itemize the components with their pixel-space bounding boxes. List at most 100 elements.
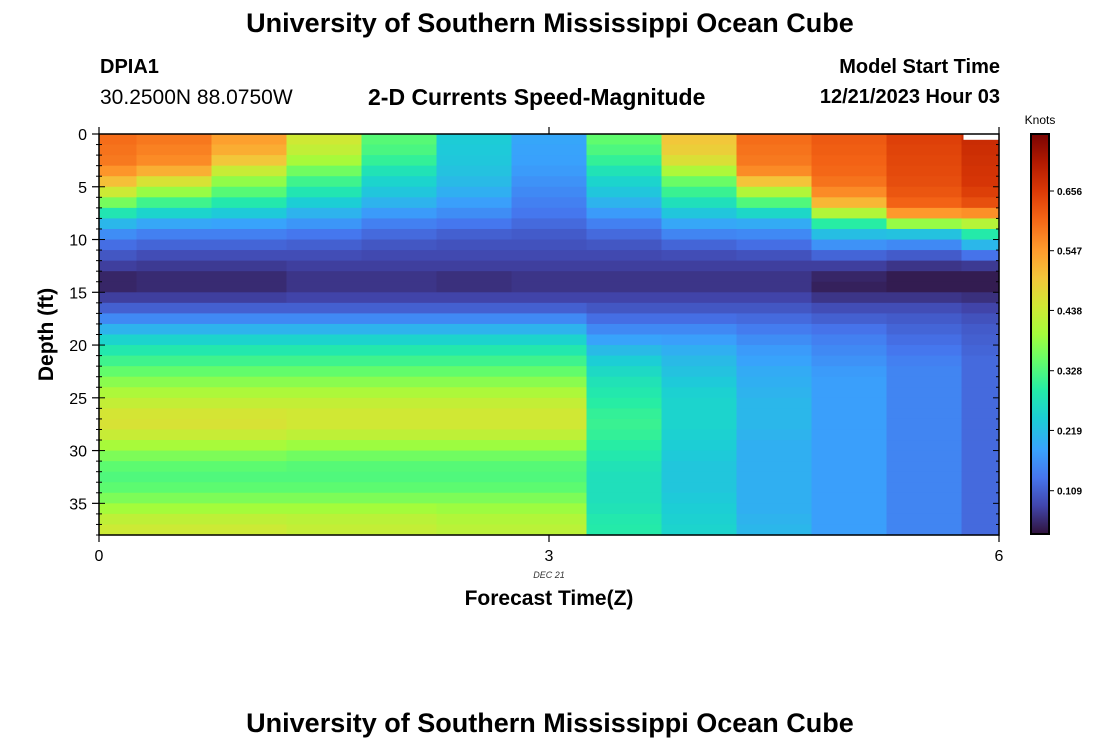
heatmap-cell bbox=[361, 471, 438, 483]
heatmap-cell bbox=[436, 134, 513, 146]
heatmap-cell bbox=[811, 207, 888, 220]
heatmap-cell bbox=[511, 197, 588, 209]
heatmap-cell bbox=[811, 197, 888, 209]
heatmap-cell bbox=[586, 144, 663, 156]
y-tick-label: 5 bbox=[78, 180, 87, 197]
heatmap-cell bbox=[511, 144, 588, 156]
heatmap-cell bbox=[286, 482, 363, 494]
heatmap-cell bbox=[286, 197, 363, 209]
heatmap-cell bbox=[961, 323, 1000, 336]
heatmap-cell bbox=[736, 461, 813, 473]
heatmap-cell bbox=[436, 250, 513, 262]
heatmap-cell bbox=[136, 524, 213, 536]
heatmap-cell bbox=[736, 250, 813, 262]
heatmap-cell bbox=[211, 250, 288, 262]
heatmap-cell bbox=[736, 271, 813, 283]
heatmap-cell bbox=[886, 155, 963, 167]
heatmap-cell bbox=[211, 376, 288, 388]
heatmap-cell bbox=[286, 207, 363, 220]
missing-data-gap bbox=[963, 134, 999, 140]
heatmap-cell bbox=[136, 397, 213, 409]
y-tick-label: 25 bbox=[69, 391, 87, 408]
heatmap-cell bbox=[211, 134, 288, 146]
heatmap-cell bbox=[961, 366, 1000, 378]
heatmap-cell bbox=[436, 513, 513, 526]
heatmap-cell bbox=[811, 239, 888, 251]
heatmap-cell bbox=[286, 323, 363, 336]
heatmap-cell bbox=[361, 218, 438, 230]
heatmap-cell bbox=[211, 218, 288, 230]
heatmap-cell bbox=[99, 461, 138, 473]
heatmap-cell bbox=[661, 345, 738, 357]
heatmap-cell bbox=[811, 471, 888, 483]
heatmap-cell bbox=[136, 513, 213, 526]
heatmap-cell bbox=[361, 260, 438, 272]
heatmap-cell bbox=[511, 239, 588, 251]
heatmap-cell bbox=[736, 197, 813, 209]
heatmap-cell bbox=[286, 376, 363, 388]
heatmap-cell bbox=[886, 323, 963, 336]
heatmap-cell bbox=[736, 292, 813, 304]
heatmap-cell bbox=[511, 292, 588, 304]
heatmap-cell bbox=[736, 281, 813, 293]
heatmap-cell bbox=[961, 197, 1000, 209]
heatmap-cell bbox=[361, 440, 438, 452]
heatmap-cell bbox=[361, 281, 438, 293]
heatmap-cell bbox=[811, 355, 888, 367]
heatmap-cell bbox=[286, 345, 363, 357]
heatmap-cell bbox=[586, 281, 663, 293]
heatmap-cell bbox=[586, 155, 663, 167]
heatmap-cell bbox=[436, 334, 513, 346]
heatmap-cell bbox=[211, 366, 288, 378]
heatmap-cell bbox=[511, 134, 588, 146]
heatmap-cell bbox=[736, 418, 813, 431]
heatmap-cell bbox=[211, 165, 288, 177]
heatmap-cell bbox=[136, 260, 213, 272]
heatmap-cell bbox=[436, 345, 513, 357]
heatmap-cell bbox=[511, 260, 588, 272]
heatmap-cell bbox=[961, 503, 1000, 515]
heatmap-cell bbox=[661, 461, 738, 473]
heatmap-cell bbox=[436, 376, 513, 388]
heatmap-cell bbox=[286, 387, 363, 399]
heatmap-cell bbox=[136, 250, 213, 262]
heatmap-cell bbox=[136, 376, 213, 388]
y-tick-label: 30 bbox=[69, 444, 87, 461]
heatmap-cell bbox=[99, 218, 138, 230]
heatmap-cell bbox=[286, 144, 363, 156]
heatmap-cell bbox=[961, 418, 1000, 431]
heatmap-cell bbox=[961, 218, 1000, 230]
heatmap-cell bbox=[361, 207, 438, 220]
heatmap-cell bbox=[961, 207, 1000, 220]
heatmap-cell bbox=[99, 134, 138, 146]
heatmap-cell bbox=[361, 155, 438, 167]
heatmap-cell bbox=[99, 144, 138, 156]
heatmap-cell bbox=[511, 397, 588, 409]
heatmap-cell bbox=[961, 176, 1000, 188]
heatmap-cell bbox=[436, 503, 513, 515]
heatmap-cell bbox=[886, 250, 963, 262]
heatmap-cell bbox=[886, 450, 963, 462]
heatmap-cell bbox=[211, 176, 288, 188]
heatmap-cell bbox=[811, 429, 888, 441]
heatmap-cell bbox=[886, 197, 963, 209]
heatmap-cell bbox=[811, 408, 888, 420]
heatmap-cell bbox=[586, 503, 663, 515]
heatmap-cell bbox=[211, 418, 288, 431]
heatmap-cell bbox=[136, 281, 213, 293]
heatmap-cell bbox=[661, 218, 738, 230]
heatmap-cell bbox=[136, 355, 213, 367]
heatmap-cell bbox=[586, 513, 663, 526]
heatmap-cell bbox=[436, 155, 513, 167]
heatmap-cell bbox=[136, 408, 213, 420]
heatmap-cell bbox=[886, 186, 963, 198]
heatmap-cell bbox=[99, 482, 138, 494]
heatmap-cell bbox=[661, 450, 738, 462]
heatmap-cell bbox=[961, 165, 1000, 177]
heatmap-cell bbox=[136, 144, 213, 156]
heatmap-cell bbox=[286, 418, 363, 431]
heatmap-cell bbox=[661, 429, 738, 441]
heatmap-cell bbox=[886, 482, 963, 494]
heatmap-cell bbox=[99, 366, 138, 378]
x-axis-date-label: DEC 21 bbox=[533, 570, 565, 580]
